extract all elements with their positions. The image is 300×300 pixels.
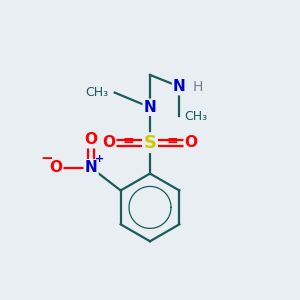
- Text: O: O: [102, 135, 115, 150]
- Text: S: S: [143, 134, 157, 152]
- Text: CH₃: CH₃: [86, 86, 109, 99]
- Text: N: N: [85, 160, 98, 175]
- Text: =: =: [166, 134, 178, 148]
- Text: N: N: [173, 79, 186, 94]
- Text: CH₃: CH₃: [184, 110, 207, 123]
- Text: N: N: [144, 100, 156, 115]
- Text: O: O: [49, 160, 62, 175]
- Text: −: −: [40, 151, 53, 166]
- Text: =: =: [122, 134, 134, 148]
- Text: H: H: [193, 80, 203, 94]
- Text: O: O: [85, 132, 98, 147]
- Text: +: +: [95, 154, 105, 164]
- Text: O: O: [185, 135, 198, 150]
